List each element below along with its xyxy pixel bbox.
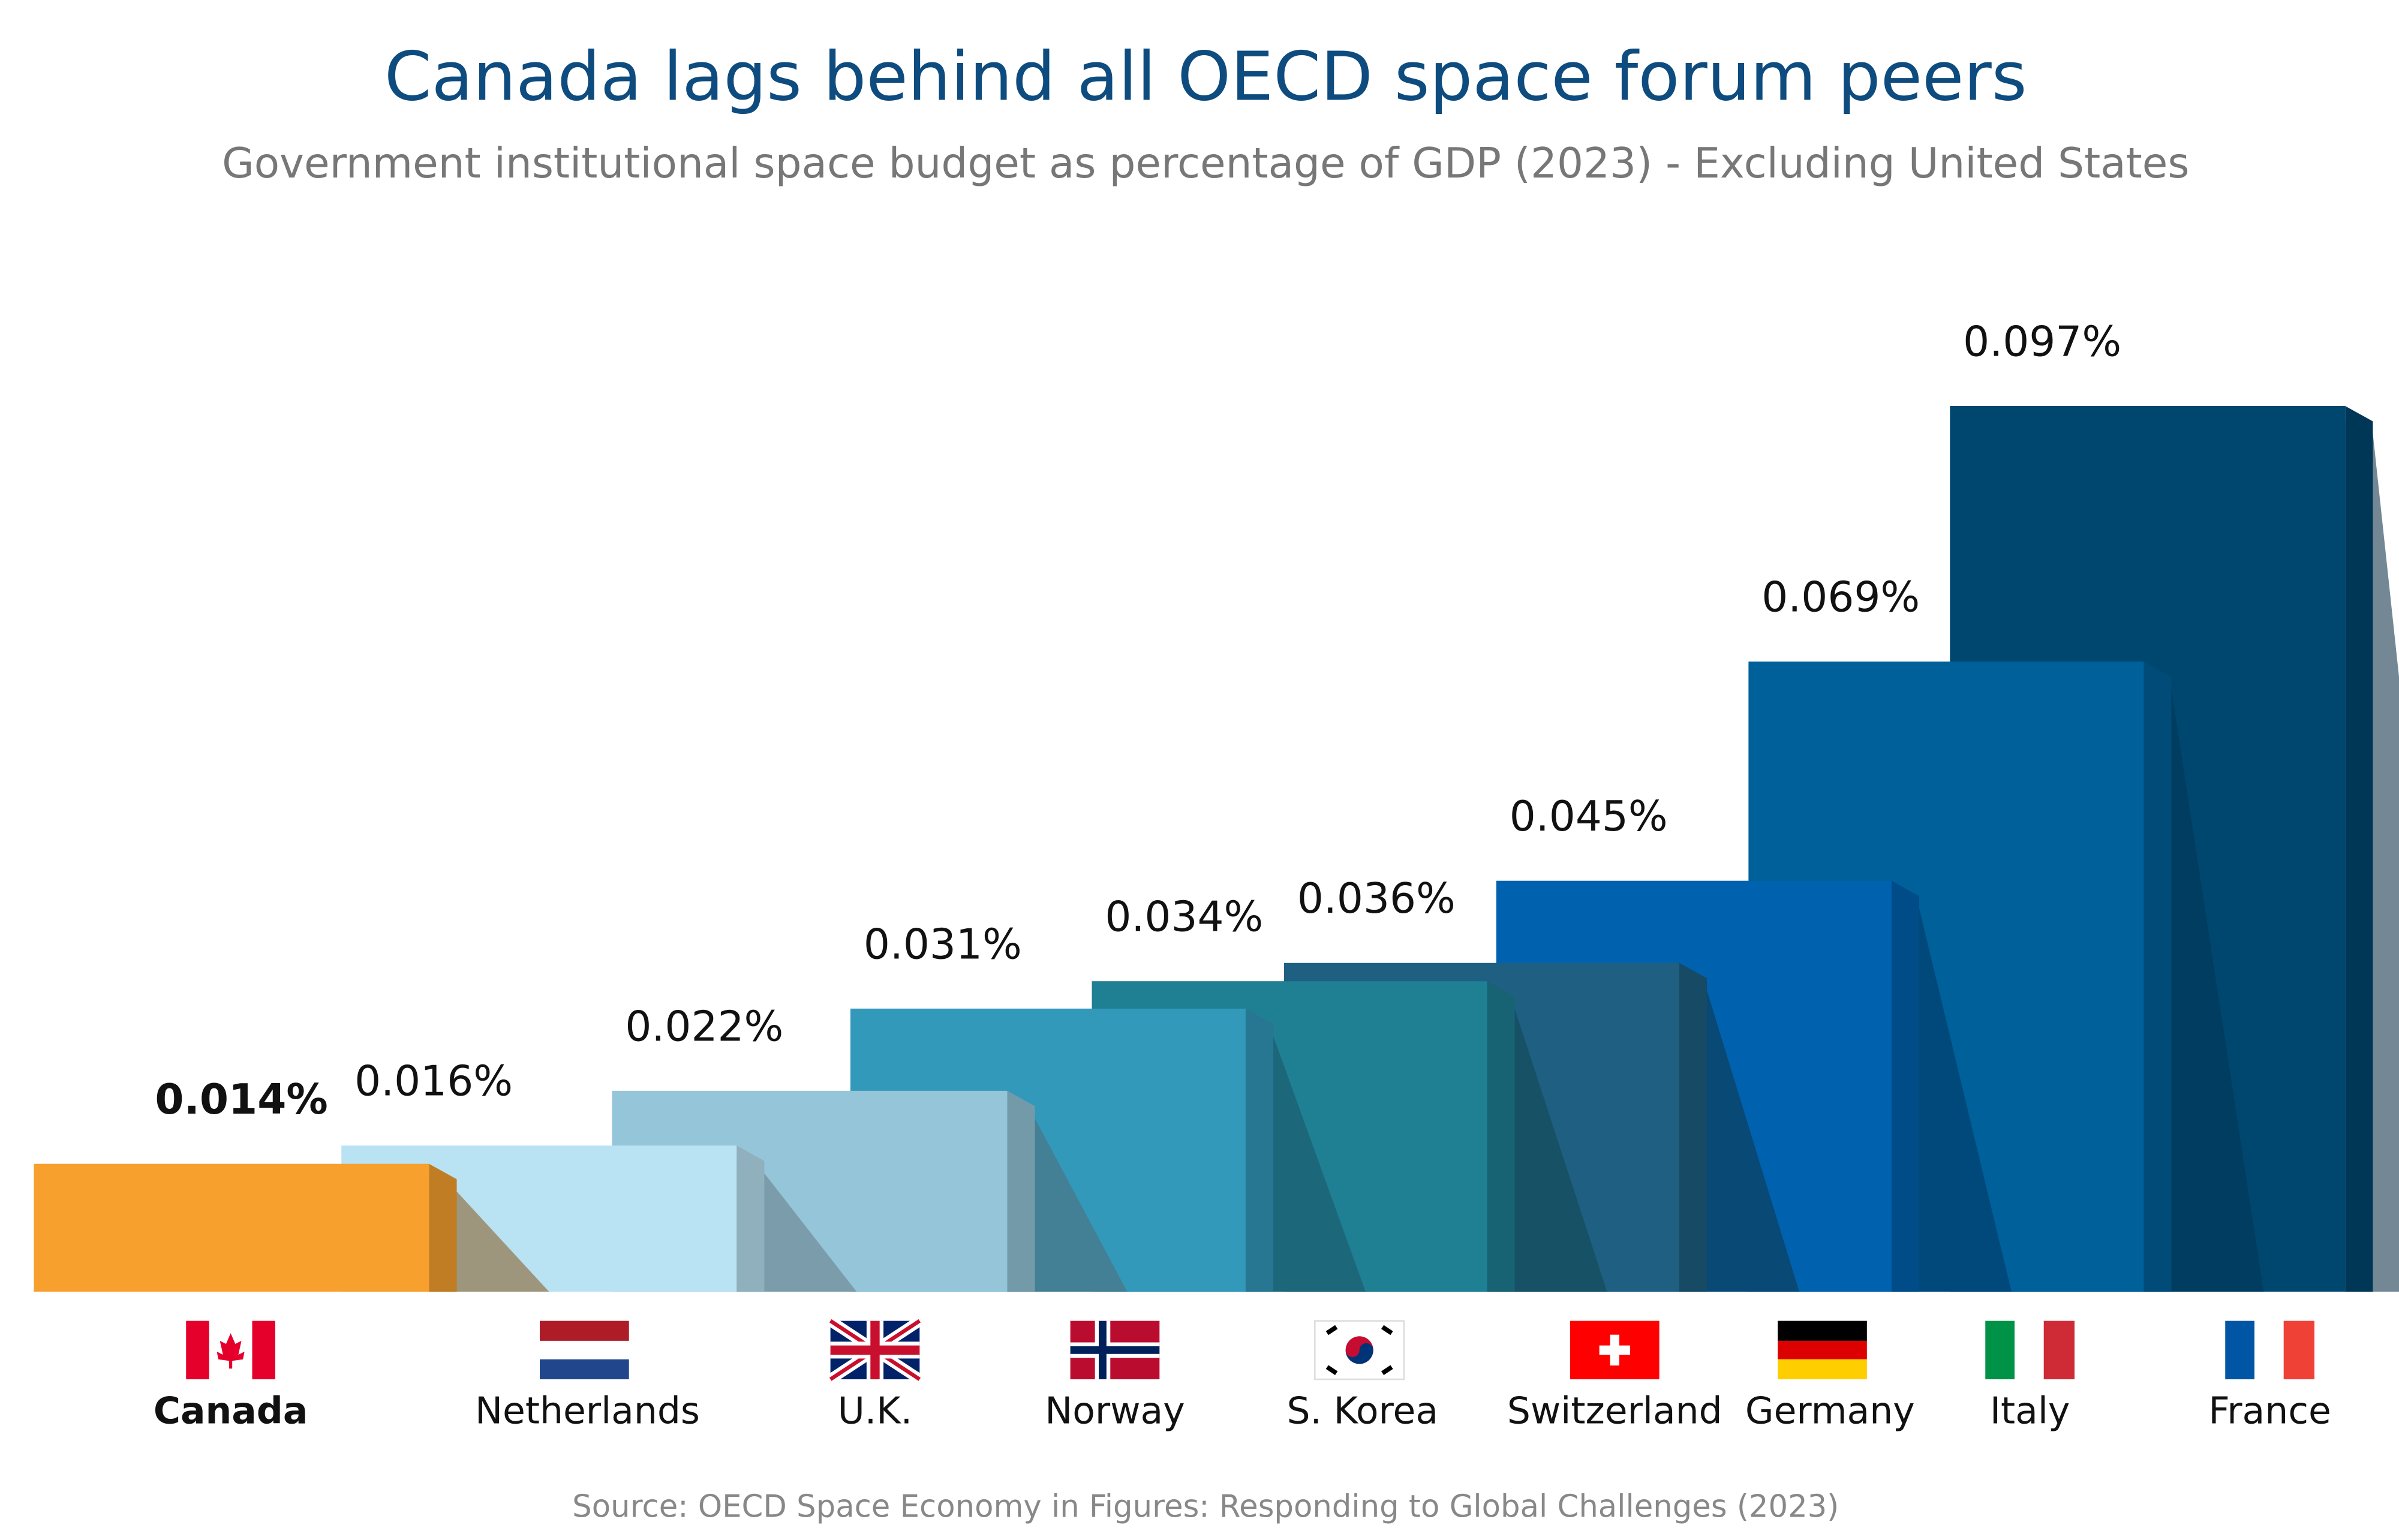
x-tick-label: U.K. (838, 1389, 912, 1433)
bar-side (736, 1145, 765, 1292)
x-tick-label: S. Korea (1287, 1389, 1439, 1433)
x-tick-label: Netherlands (475, 1389, 700, 1433)
bar-shadow (1007, 1106, 1128, 1292)
flag (1070, 1321, 1160, 1380)
bar-side (2144, 661, 2172, 1292)
value-label: 0.014% (155, 1076, 327, 1124)
flag (1778, 1321, 1867, 1380)
flag (827, 1316, 923, 1384)
value-label: 0.097% (1963, 318, 2121, 366)
value-label: 0.034% (1105, 894, 1263, 942)
bar (34, 1163, 429, 1292)
chart-subtitle: Government institutional space budget as… (222, 140, 2189, 188)
x-tick-label: France (2208, 1389, 2331, 1433)
flag (1570, 1321, 1660, 1380)
value-label: 0.036% (1297, 875, 1456, 923)
bars (34, 405, 2399, 1292)
value-label: 0.031% (864, 921, 1022, 968)
chart-title: Canada lags behind all OECD space forum … (384, 37, 2027, 116)
value-label: 0.022% (625, 1003, 783, 1051)
flag (1985, 1321, 2075, 1380)
bar-side (1487, 981, 1515, 1292)
bar-side (1891, 880, 1919, 1292)
source-note: Source: OECD Space Economy in Figures: R… (572, 1488, 1839, 1524)
value-label: 0.045% (1510, 793, 1668, 841)
flag (1314, 1320, 1405, 1380)
bar-side (1679, 962, 1707, 1292)
bar-shadow (2144, 676, 2264, 1292)
bar-shadow (1245, 1024, 1366, 1292)
bar-side (1245, 1008, 1274, 1292)
value-label: 0.069% (1761, 574, 1920, 622)
bar-shadow (1679, 978, 1799, 1292)
bar-shadow (429, 1179, 549, 1292)
x-tick-label: Switzerland (1507, 1389, 1722, 1433)
x-tick-label: Norway (1045, 1389, 1185, 1433)
bar-side (2345, 405, 2373, 1292)
flags (186, 1316, 2314, 1384)
bar-shadow (1487, 996, 1607, 1292)
flag (2225, 1321, 2314, 1380)
flag (186, 1321, 275, 1380)
flag (540, 1321, 629, 1380)
bar-side (1007, 1090, 1035, 1292)
value-label: 0.016% (354, 1058, 513, 1106)
x-tick-label: Germany (1745, 1389, 1915, 1433)
bar-shadow (1891, 896, 2012, 1292)
bar-side (429, 1163, 457, 1292)
x-tick-label: Canada (154, 1389, 308, 1433)
bar-shadow (736, 1160, 857, 1292)
x-tick-label: Italy (1990, 1389, 2070, 1433)
